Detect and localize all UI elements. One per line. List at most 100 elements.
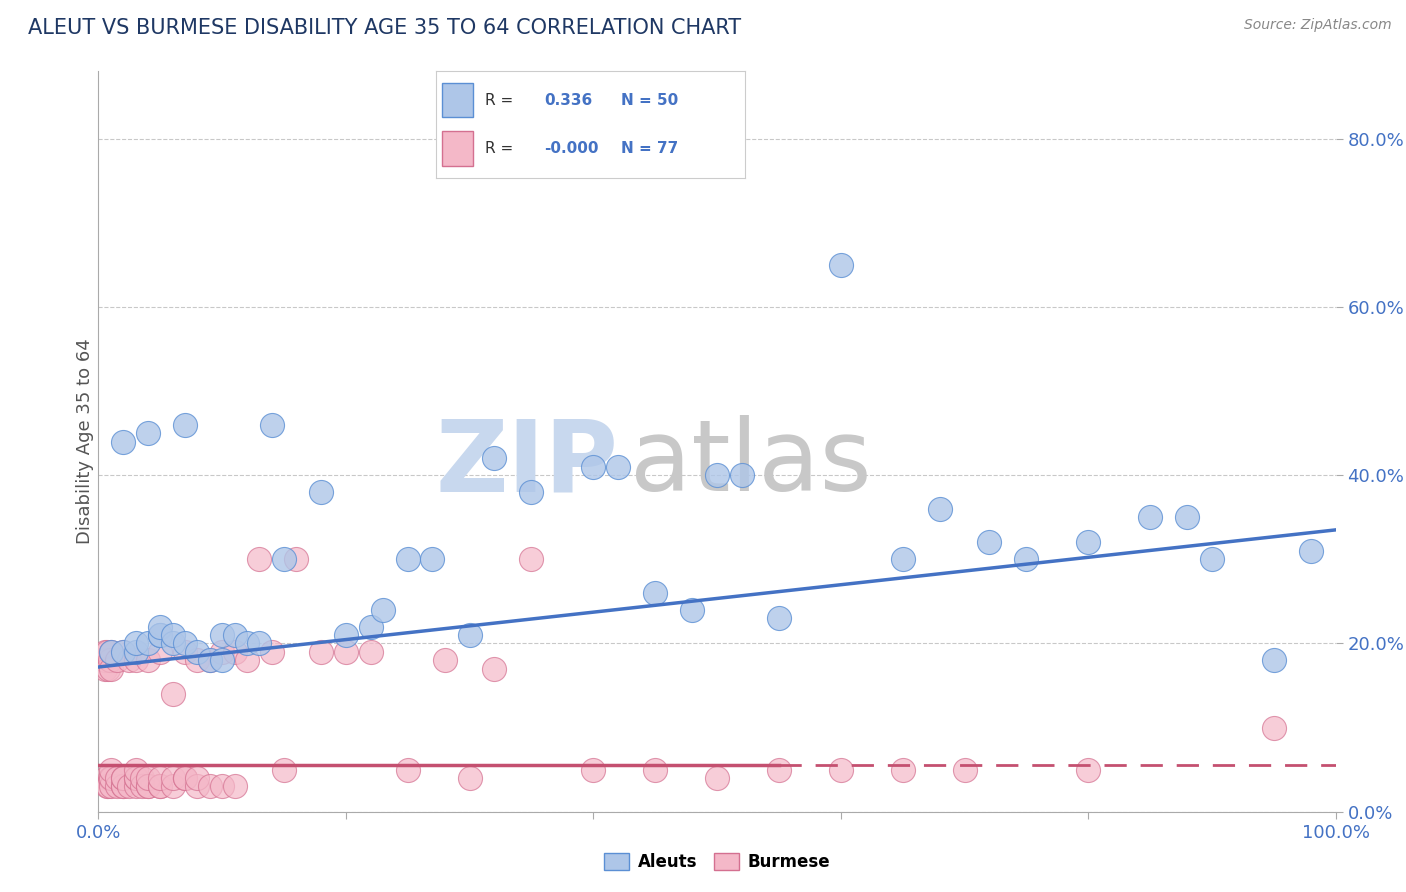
Point [97,662,120,676]
Point [236,653,259,667]
Point [953,763,976,777]
Point [309,645,332,659]
Point [520,485,543,500]
Point [979,535,1001,549]
Point [198,653,221,667]
Point [136,426,159,441]
Point [174,645,197,659]
Point [247,636,270,650]
Point [100,662,122,676]
Point [928,501,950,516]
Point [360,619,382,633]
Point [100,763,122,777]
Point [211,645,233,659]
Point [198,780,221,794]
Point [136,771,159,785]
Point [260,417,283,432]
Point [1139,510,1161,524]
Text: Source: ZipAtlas.com: Source: ZipAtlas.com [1244,18,1392,32]
Point [236,636,259,650]
Point [112,780,135,794]
Point [644,586,666,600]
Point [830,258,852,272]
Point [273,552,295,566]
Point [118,653,141,667]
Point [186,771,208,785]
Point [149,780,172,794]
Point [131,771,153,785]
Text: ALEUT VS BURMESE DISABILITY AGE 35 TO 64 CORRELATION CHART: ALEUT VS BURMESE DISABILITY AGE 35 TO 64… [28,18,741,37]
Point [124,653,146,667]
Point [124,763,146,777]
Text: ZIP: ZIP [436,416,619,512]
Point [162,780,184,794]
Point [136,780,159,794]
Point [1263,721,1285,735]
Point [174,636,197,650]
Point [93,653,115,667]
Point [458,628,481,642]
Point [162,771,184,785]
Point [224,645,246,659]
Point [149,771,172,785]
Point [149,645,172,659]
Point [335,628,357,642]
Point [247,552,270,566]
Point [112,645,135,659]
Point [112,771,135,785]
Point [162,628,184,642]
Point [149,628,172,642]
Text: N = 50: N = 50 [621,93,679,108]
Text: N = 77: N = 77 [621,141,679,156]
Point [706,468,728,483]
Point [520,552,543,566]
Point [644,763,666,777]
Point [360,645,382,659]
Point [309,485,332,500]
Point [211,780,233,794]
Point [396,763,419,777]
Point [830,763,852,777]
Point [458,771,481,785]
Point [731,468,754,483]
Point [273,763,295,777]
Point [1015,552,1038,566]
Point [100,645,122,659]
Point [97,780,120,794]
Point [100,780,122,794]
Point [224,780,246,794]
Point [433,653,456,667]
Point [112,780,135,794]
Point [211,653,233,667]
Point [186,780,208,794]
Point [260,645,283,659]
Text: 0.336: 0.336 [544,93,592,108]
Point [198,653,221,667]
Point [149,619,172,633]
Point [112,434,135,449]
Point [1077,763,1099,777]
Text: R =: R = [485,141,513,156]
Point [96,780,118,794]
Legend: Aleuts, Burmese: Aleuts, Burmese [598,846,837,878]
Point [582,459,605,474]
Point [98,771,121,785]
Point [768,611,790,625]
Point [100,771,122,785]
Point [105,653,128,667]
Point [124,780,146,794]
Point [371,603,394,617]
Point [335,645,357,659]
Point [136,653,159,667]
Text: atlas: atlas [630,416,872,512]
Point [98,653,121,667]
Point [1077,535,1099,549]
Point [174,771,197,785]
Point [162,687,184,701]
Point [94,771,117,785]
Point [149,780,172,794]
Point [1175,510,1198,524]
Point [484,662,506,676]
Text: R =: R = [485,93,513,108]
Point [174,417,197,432]
